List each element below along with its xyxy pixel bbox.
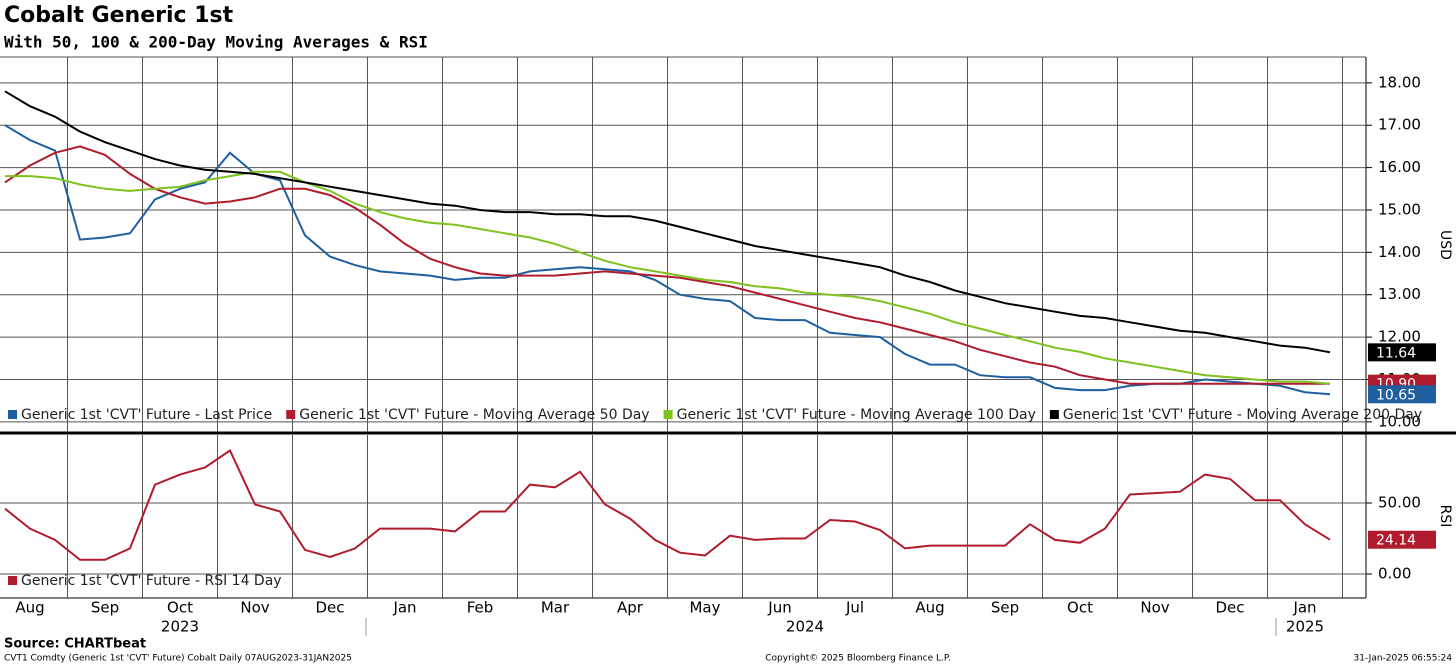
chart-title: Cobalt Generic 1st	[4, 3, 234, 28]
footer-description: CVT1 Comdty (Generic 1st 'CVT' Future) C…	[4, 654, 352, 664]
line-series	[4, 124, 1331, 396]
value-tag	[1368, 343, 1436, 362]
legend-marker	[286, 410, 296, 419]
x-tick-label: Jan	[1292, 599, 1316, 617]
legend-marker	[8, 410, 17, 419]
copyright: Copyright© 2025 Bloomberg Finance L.P.	[765, 654, 950, 664]
legend-marker	[1049, 410, 1059, 419]
x-tick-label: Oct	[1067, 599, 1093, 617]
y-tick-label: 18.00	[1378, 73, 1421, 91]
value-tag-label: 24.14	[1376, 533, 1416, 549]
chart-subtitle: With 50, 100 & 200-Day Moving Averages &…	[4, 33, 428, 52]
x-tick-label: May	[689, 599, 720, 617]
y-tick-label: 16.00	[1378, 158, 1421, 176]
legend-label: Generic 1st 'CVT' Future - Last Price	[21, 407, 272, 423]
x-group-label: 2023	[161, 618, 199, 636]
y-tick-label: 14.00	[1378, 243, 1421, 261]
legend-marker	[663, 410, 673, 419]
x-tick-label: Nov	[1140, 599, 1169, 617]
legend-label: Generic 1st 'CVT' Future - Moving Averag…	[1063, 407, 1422, 423]
x-tick-label: Feb	[467, 599, 494, 617]
x-tick-label: Mar	[541, 599, 570, 617]
x-tick-label: Dec	[315, 599, 344, 617]
value-tag-label: 10.65	[1376, 387, 1416, 403]
x-tick-label: Oct	[167, 599, 193, 617]
legend-label: Generic 1st 'CVT' Future - Moving Averag…	[299, 407, 649, 423]
x-tick-label: Aug	[15, 599, 44, 617]
value-tag	[1368, 385, 1436, 404]
line-series	[4, 145, 1330, 385]
y-tick-label: 13.00	[1378, 285, 1421, 303]
value-tag	[1368, 530, 1436, 549]
x-tick-label: Sep	[91, 599, 119, 617]
x-tick-label: Dec	[1215, 599, 1244, 617]
value-tag-label: 11.64	[1376, 345, 1416, 361]
x-tick-label: Apr	[617, 599, 644, 617]
y-tick-label: 50.00	[1378, 494, 1421, 512]
x-tick-label: Aug	[915, 599, 944, 617]
legend-label: Generic 1st 'CVT' Future - RSI 14 Day	[21, 573, 282, 589]
y-tick-label: 0.00	[1378, 565, 1411, 583]
y-tick-label: 17.00	[1378, 116, 1421, 134]
y-axis-label: USD	[1437, 230, 1453, 260]
x-group-label: 2025	[1286, 618, 1324, 636]
y-tick-label: 10.00	[1378, 412, 1421, 430]
line-series	[4, 449, 1331, 561]
legend-marker	[8, 576, 17, 585]
x-group-label: 2024	[786, 618, 824, 636]
y-axis-label: RSI	[1437, 505, 1453, 528]
x-tick-label: Jul	[845, 599, 864, 617]
timestamp: 31-Jan-2025 06:55:24	[1353, 654, 1452, 664]
x-tick-label: Jan	[392, 599, 416, 617]
x-tick-label: Jun	[767, 599, 791, 617]
x-tick-label: Nov	[240, 599, 269, 617]
y-tick-label: 15.00	[1378, 200, 1421, 218]
line-series	[4, 90, 1331, 354]
legend-label: Generic 1st 'CVT' Future - Moving Averag…	[677, 407, 1036, 423]
x-tick-label: Sep	[991, 599, 1019, 617]
y-tick-label: 12.00	[1378, 328, 1421, 346]
source: Source: CHARTbeat	[4, 637, 146, 652]
line-series	[5, 170, 1331, 385]
